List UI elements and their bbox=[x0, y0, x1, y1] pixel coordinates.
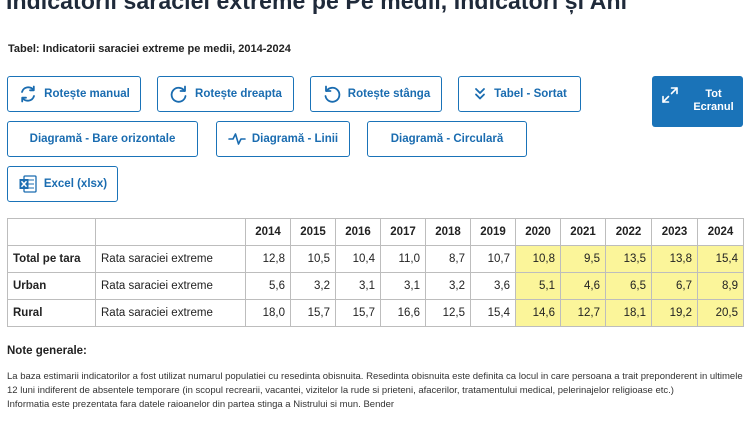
rotate-left-button[interactable]: Rotește stânga bbox=[310, 76, 442, 112]
note-paragraph: La baza estimarii indicatorilor a fost u… bbox=[7, 371, 743, 396]
table-header-row: 2014 2015 2016 2017 2018 2019 2020 2021 … bbox=[7, 218, 744, 246]
value-cell: 15,7 bbox=[290, 299, 336, 327]
value-cell: 8,7 bbox=[425, 245, 471, 273]
highlighted-value-cell: 13,8 bbox=[651, 245, 698, 273]
page-title: Indicatorii saraciei extreme pe Pe medii… bbox=[6, 0, 628, 14]
value-cell: 10,5 bbox=[290, 245, 336, 273]
highlighted-value-cell: 4,6 bbox=[560, 272, 606, 300]
fullscreen-label-line1: Tot bbox=[705, 88, 722, 100]
highlighted-value-cell: 13,5 bbox=[605, 245, 652, 273]
value-cell: 12,8 bbox=[245, 245, 291, 273]
year-header-2023[interactable]: 2023 bbox=[651, 218, 698, 246]
highlighted-value-cell: 9,5 bbox=[560, 245, 606, 273]
value-cell: 16,6 bbox=[380, 299, 426, 327]
rotate-right-button[interactable]: Rotește dreapta bbox=[157, 76, 294, 112]
highlighted-value-cell: 18,1 bbox=[605, 299, 652, 327]
value-cell: 12,5 bbox=[425, 299, 471, 327]
row-indicator-label: Rata saraciei extreme bbox=[95, 299, 246, 327]
value-cell: 10,4 bbox=[335, 245, 381, 273]
row-area-label: Urban bbox=[7, 272, 96, 300]
chart-horizontal-bars-button[interactable]: Diagramă - Bare orizontale bbox=[7, 121, 198, 157]
pulse-line-icon bbox=[228, 132, 246, 146]
fullscreen-label-line2: Ecranul bbox=[693, 101, 734, 113]
value-cell: 10,7 bbox=[470, 245, 516, 273]
table-subtitle: Tabel: Indicatorii saraciei extreme pe m… bbox=[8, 43, 291, 55]
chart-pie-button[interactable]: Diagramă - Circulară bbox=[367, 121, 527, 157]
rotate-manual-button[interactable]: Rotește manual bbox=[7, 76, 141, 112]
row-area-label: Total pe tara bbox=[7, 245, 96, 273]
value-cell: 18,0 bbox=[245, 299, 291, 327]
chart-horizontal-bars-label: Diagramă - Bare orizontale bbox=[29, 133, 176, 145]
year-header-2019[interactable]: 2019 bbox=[470, 218, 516, 246]
year-header-2021[interactable]: 2021 bbox=[560, 218, 606, 246]
highlighted-value-cell: 10,8 bbox=[515, 245, 561, 273]
double-chevron-down-icon bbox=[472, 86, 488, 102]
value-cell: 15,7 bbox=[335, 299, 381, 327]
header-empty-cell bbox=[7, 218, 96, 246]
rotate-counterclockwise-icon bbox=[322, 84, 342, 104]
expand-arrows-icon bbox=[661, 86, 679, 107]
rotate-clockwise-icon bbox=[169, 84, 189, 104]
year-header-2018[interactable]: 2018 bbox=[425, 218, 471, 246]
value-cell: 11,0 bbox=[380, 245, 426, 273]
table-row: Rural Rata saraciei extreme 18,0 15,7 15… bbox=[7, 299, 744, 327]
row-indicator-label: Rata saraciei extreme bbox=[95, 272, 246, 300]
header-empty-cell bbox=[95, 218, 246, 246]
highlighted-value-cell: 19,2 bbox=[651, 299, 698, 327]
highlighted-value-cell: 20,5 bbox=[697, 299, 744, 327]
chart-pie-label: Diagramă - Circulară bbox=[390, 133, 504, 145]
row-indicator-label: Rata saraciei extreme bbox=[95, 245, 246, 273]
chart-lines-label: Diagramă - Linii bbox=[251, 133, 339, 145]
row-area-label: Rural bbox=[7, 299, 96, 327]
table-sorted-label: Tabel - Sortat bbox=[494, 88, 567, 100]
fullscreen-button[interactable]: Tot Ecranul bbox=[652, 76, 743, 127]
table-row: Urban Rata saraciei extreme 5,6 3,2 3,1 … bbox=[7, 272, 744, 300]
rotate-left-label: Rotește stânga bbox=[347, 88, 431, 100]
highlighted-value-cell: 12,7 bbox=[560, 299, 606, 327]
value-cell: 5,6 bbox=[245, 272, 291, 300]
year-header-2017[interactable]: 2017 bbox=[380, 218, 426, 246]
notes-text: La baza estimarii indicatorilor a fost u… bbox=[7, 370, 745, 412]
year-header-2022[interactable]: 2022 bbox=[605, 218, 652, 246]
highlighted-value-cell: 6,7 bbox=[651, 272, 698, 300]
rotate-manual-label: Rotește manual bbox=[44, 88, 130, 100]
year-header-2024[interactable]: 2024 bbox=[697, 218, 744, 246]
data-table: 2014 2015 2016 2017 2018 2019 2020 2021 … bbox=[7, 218, 744, 327]
table-sorted-button[interactable]: Tabel - Sortat bbox=[458, 76, 581, 112]
year-header-2015[interactable]: 2015 bbox=[290, 218, 336, 246]
chart-lines-button[interactable]: Diagramă - Linii bbox=[216, 121, 350, 157]
highlighted-value-cell: 5,1 bbox=[515, 272, 561, 300]
value-cell: 3,2 bbox=[425, 272, 471, 300]
highlighted-value-cell: 6,5 bbox=[605, 272, 652, 300]
value-cell: 3,2 bbox=[290, 272, 336, 300]
value-cell: 3,1 bbox=[335, 272, 381, 300]
value-cell: 3,6 bbox=[470, 272, 516, 300]
excel-file-icon bbox=[18, 174, 38, 194]
rotate-right-label: Rotește dreapta bbox=[195, 88, 282, 100]
table-row: Total pe tara Rata saraciei extreme 12,8… bbox=[7, 245, 744, 273]
excel-export-button[interactable]: Excel (xlsx) bbox=[7, 166, 118, 202]
year-header-2020[interactable]: 2020 bbox=[515, 218, 561, 246]
value-cell: 15,4 bbox=[470, 299, 516, 327]
highlighted-value-cell: 15,4 bbox=[697, 245, 744, 273]
excel-export-label: Excel (xlsx) bbox=[43, 178, 108, 190]
highlighted-value-cell: 14,6 bbox=[515, 299, 561, 327]
notes-heading: Note generale: bbox=[7, 345, 87, 357]
highlighted-value-cell: 8,9 bbox=[697, 272, 744, 300]
value-cell: 3,1 bbox=[380, 272, 426, 300]
note-paragraph: Informatia este prezentata fara datele r… bbox=[7, 399, 395, 410]
rotate-arrows-icon bbox=[18, 84, 38, 104]
year-header-2016[interactable]: 2016 bbox=[335, 218, 381, 246]
year-header-2014[interactable]: 2014 bbox=[245, 218, 291, 246]
